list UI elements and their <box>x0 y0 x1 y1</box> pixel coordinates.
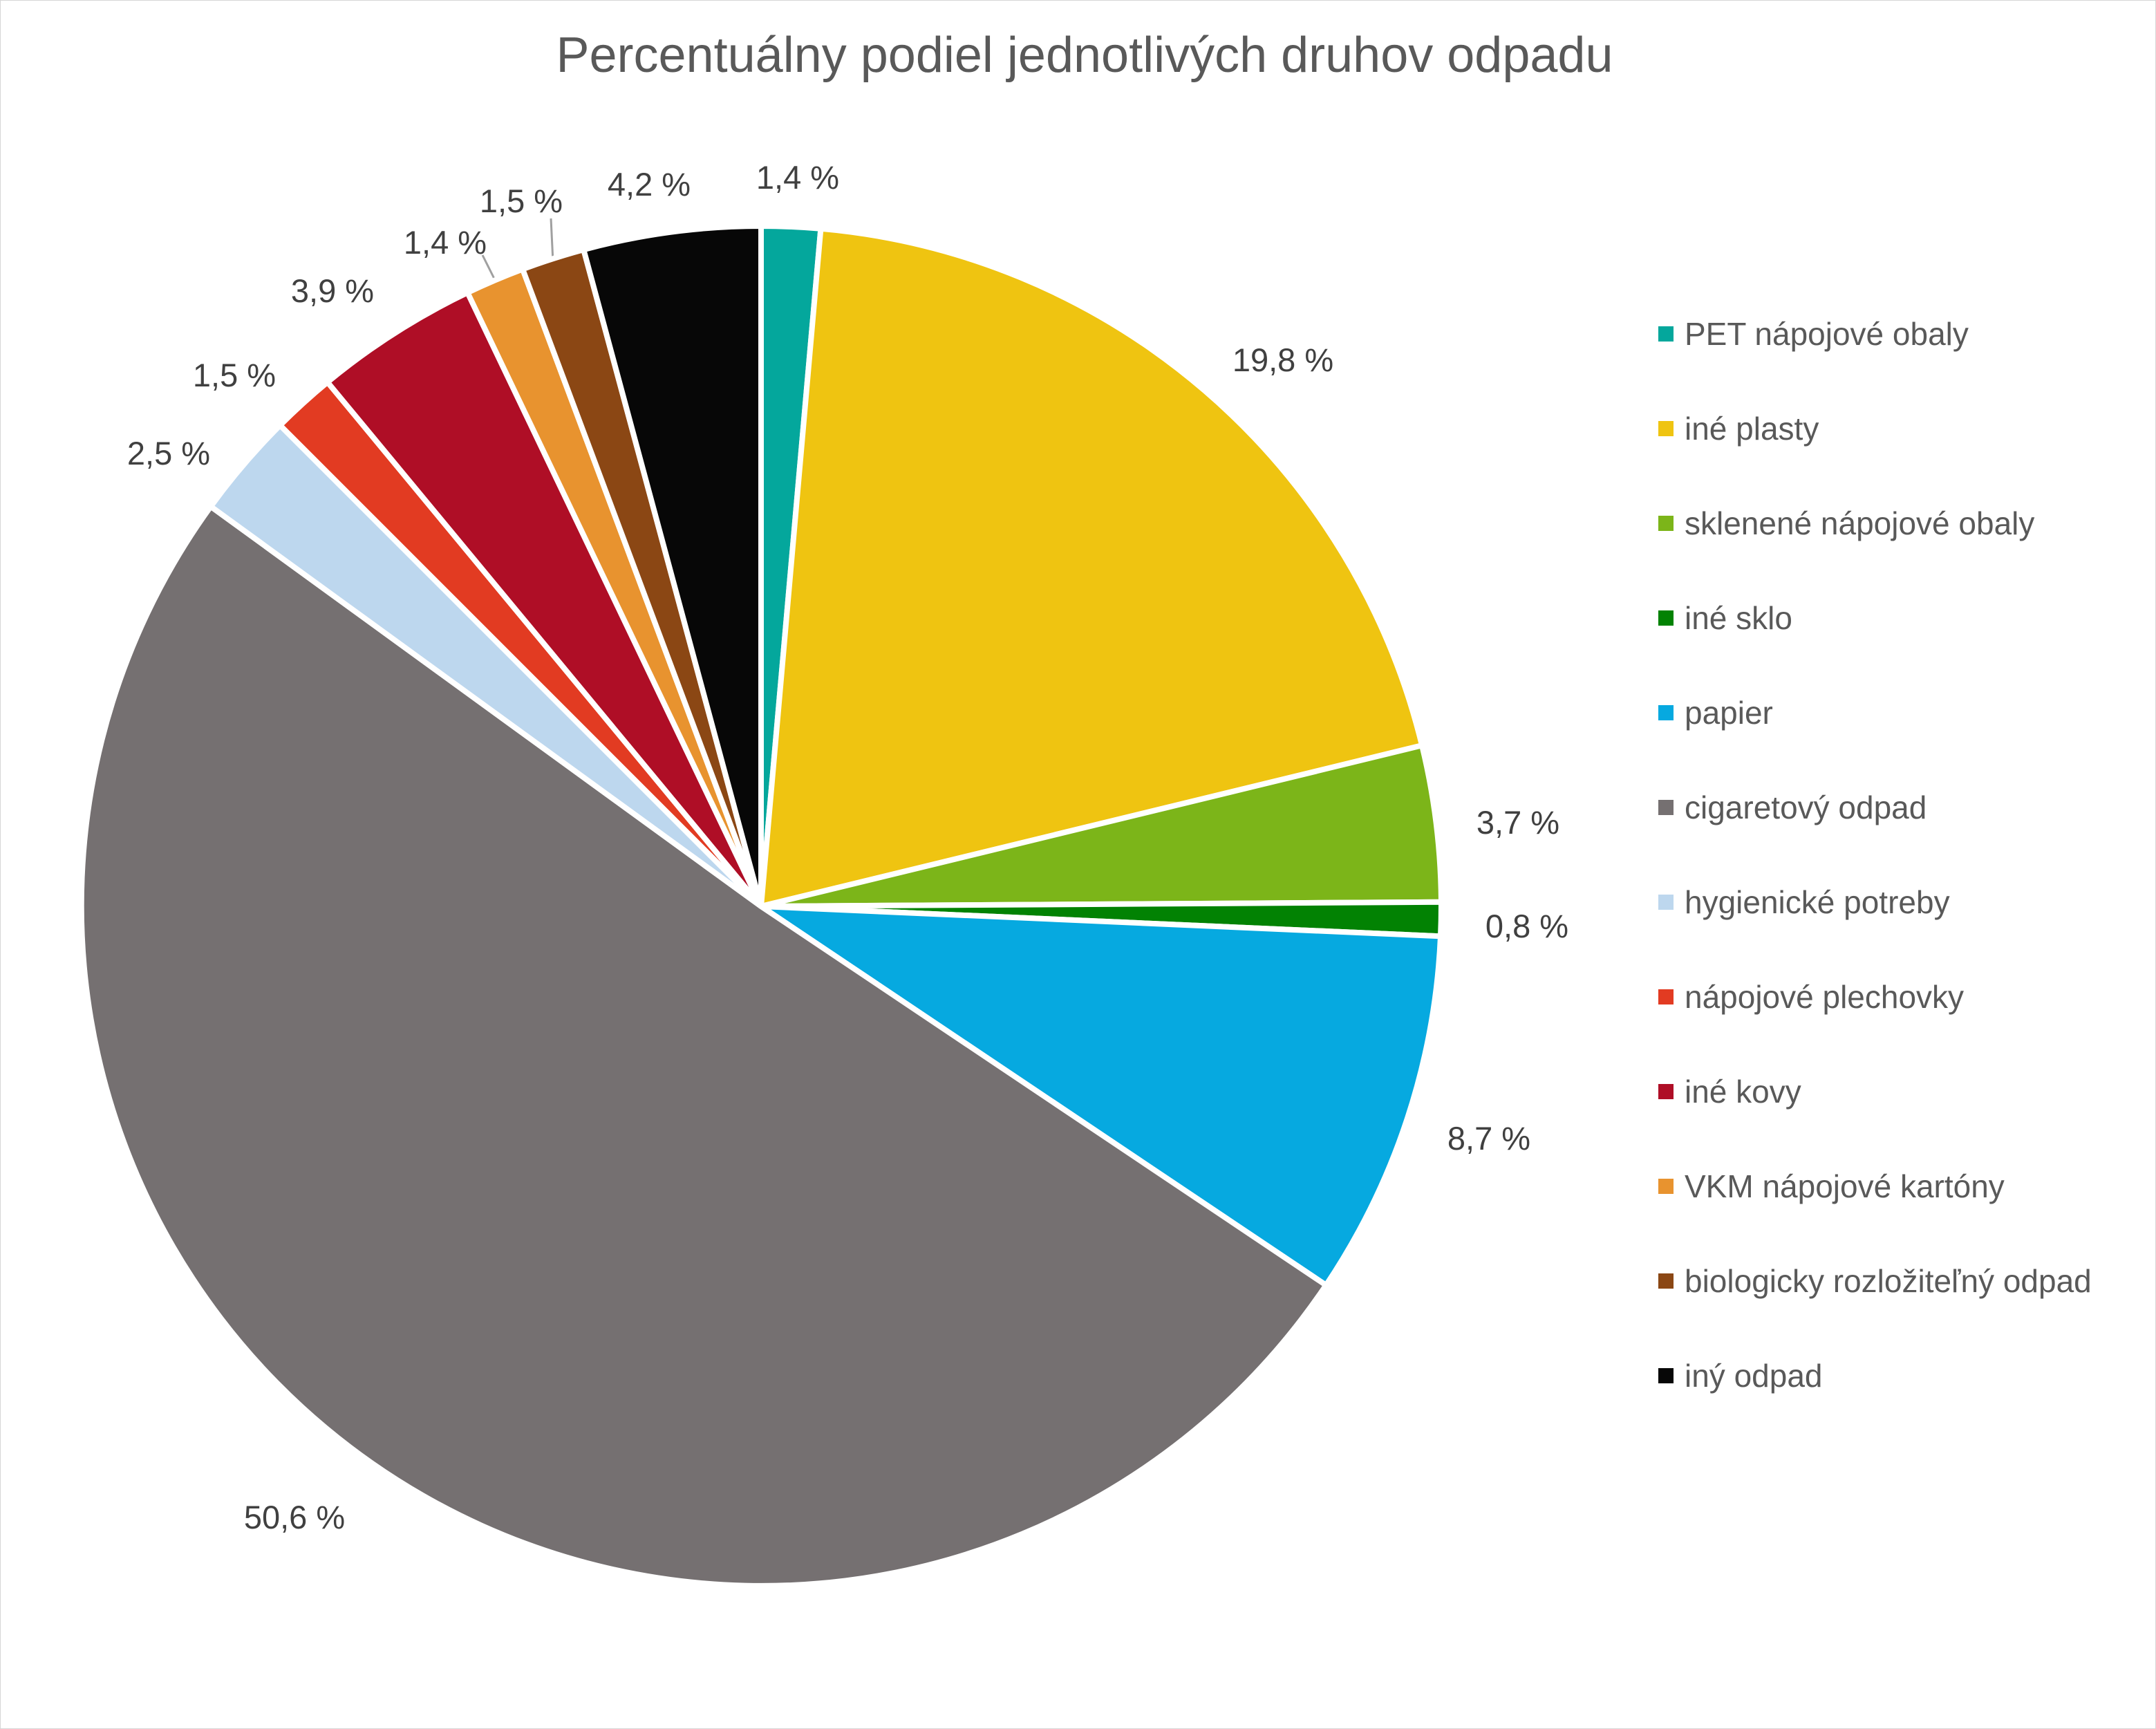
leader-line-1 <box>550 218 554 263</box>
legend-swatch-papier <box>1658 705 1674 720</box>
legend-item-papier: papier <box>1658 695 1773 731</box>
legend-swatch-ine-kovy <box>1658 1084 1674 1099</box>
slice-value-label-napojove-plechovky: 1,5 % <box>193 357 276 393</box>
slice-value-label-hygienicke-potreby: 2,5 % <box>127 435 210 471</box>
slice-value-label-biologicky-rozlozitelny-odpad: 1,5 % <box>480 183 563 219</box>
legend-label-hygienicke-potreby: hygienické potreby <box>1685 884 1950 920</box>
pie-slice-ine-kovy <box>324 288 764 908</box>
legend-label-ine-kovy: iné kovy <box>1685 1074 1801 1110</box>
legend-item-ine-plasty: iné plasty <box>1658 411 1819 447</box>
legend-label-papier: papier <box>1685 695 1773 731</box>
slice-value-labels: 1,4 % 19,8 % 3,7 % 0,8 % 8,7 % 50,6 % 2,5 % 1,5… <box>127 159 1568 1535</box>
pie-slice-iny-odpad <box>580 223 764 908</box>
pie-slice-sklenene-napojove-obaly <box>760 742 1445 909</box>
pie-slice-cigaretovy-odpad <box>78 503 1330 1589</box>
legend-swatch-ine-sklo <box>1658 610 1674 626</box>
legend-swatch-vkm-napojove-kartony <box>1658 1179 1674 1194</box>
legend-swatch-cigaretovy-odpad <box>1658 800 1674 815</box>
legend-item-ine-kovy: iné kovy <box>1658 1074 1801 1110</box>
legend-label-cigaretovy-odpad: cigaretový odpad <box>1685 789 1927 825</box>
legend-label-ine-sklo: iné sklo <box>1685 600 1792 636</box>
legend-label-sklenene-napojove-obaly: sklenené nápojové obaly <box>1685 505 2034 541</box>
legend-item-iny-odpad: iný odpad <box>1658 1358 1823 1394</box>
legend-label-biologicky-rozlozitelny-odpad: biologicky rozložiteľný odpad <box>1685 1263 2092 1299</box>
slice-value-label-ine-kovy: 3,9 % <box>291 272 374 309</box>
legend-item-sklenene-napojove-obaly: sklenené nápojové obaly <box>1658 505 2034 541</box>
slice-value-label-ine-sklo: 0,8 % <box>1485 908 1568 944</box>
chart-title: Percentuálny podiel jednotlivých druhov … <box>556 28 1613 83</box>
legend-item-vkm-napojove-kartony: VKM nápojové kartóny <box>1658 1168 2005 1204</box>
legend-label-iny-odpad: iný odpad <box>1685 1358 1823 1394</box>
slice-value-label-sklenene-napojove-obaly: 3,7 % <box>1477 804 1559 841</box>
legend-item-biologicky-rozlozitelny-odpad: biologicky rozložiteľný odpad <box>1658 1263 2092 1299</box>
slice-value-label-papier: 8,7 % <box>1447 1120 1530 1157</box>
legend-swatch-napojove-plechovky <box>1658 989 1674 1004</box>
slice-value-label-vkm-napojove-kartony: 1,4 % <box>404 224 487 261</box>
legend-swatch-ine-plasty <box>1658 421 1674 436</box>
chart-legend: PET nápojové obaly iné plasty sklenené náp… <box>1658 316 2092 1394</box>
legend-swatch-hygienicke-potreby <box>1658 895 1674 910</box>
legend-swatch-biologicky-rozlozitelny-odpad <box>1658 1273 1674 1289</box>
legend-item-hygienicke-potreby: hygienické potreby <box>1658 884 1950 920</box>
slice-value-label-cigaretovy-odpad: 50,6 % <box>244 1499 345 1535</box>
legend-swatch-pet-napojove-obaly <box>1658 326 1674 342</box>
slice-value-label-pet-napojove-obaly: 1,4 % <box>756 159 839 196</box>
legend-item-pet-napojove-obaly: PET nápojové obaly <box>1658 316 1969 352</box>
legend-swatch-iny-odpad <box>1658 1368 1674 1383</box>
legend-item-cigaretovy-odpad: cigaretový odpad <box>1658 789 1927 825</box>
legend-label-napojove-plechovky: nápojové plechovky <box>1685 979 1964 1015</box>
pie-slice-ine-plasty <box>758 225 1425 910</box>
legend-item-napojove-plechovky: nápojové plechovky <box>1658 979 1964 1015</box>
legend-swatch-sklenene-napojove-obaly <box>1658 516 1674 531</box>
slice-value-label-ine-plasty: 19,8 % <box>1232 342 1333 378</box>
pie-slice-papier <box>751 903 1444 1289</box>
legend-label-vkm-napojove-kartony: VKM nápojové kartóny <box>1685 1168 2005 1204</box>
legend-label-ine-plasty: iné plasty <box>1685 411 1819 447</box>
slice-value-label-iny-odpad: 4,2 % <box>608 166 691 203</box>
legend-item-ine-sklo: iné sklo <box>1658 600 1792 636</box>
pie-slices <box>78 223 1445 1589</box>
legend-label-pet-napojove-obaly: PET nápojové obaly <box>1685 316 1969 352</box>
